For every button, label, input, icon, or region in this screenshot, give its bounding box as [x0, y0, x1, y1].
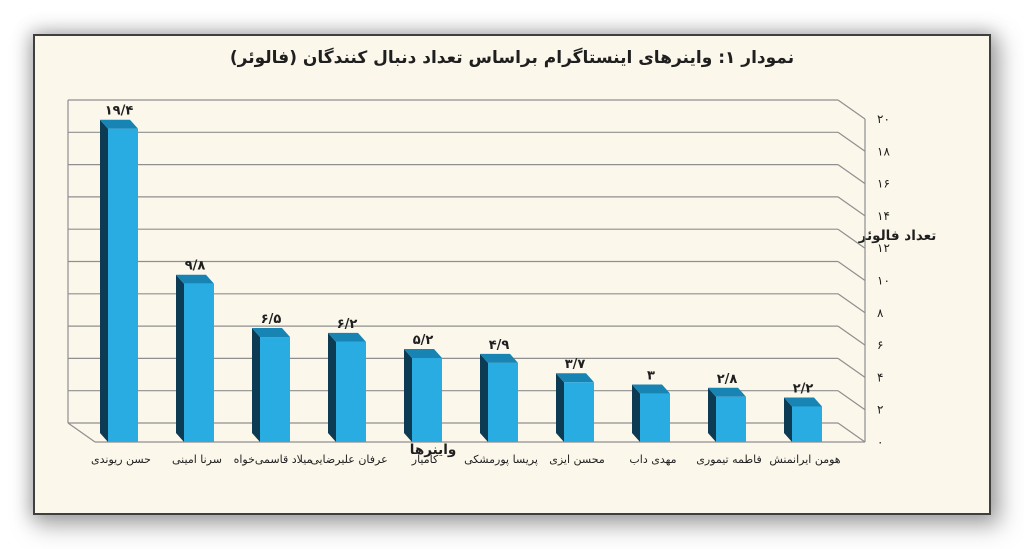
x-axis-title: واینرها [409, 442, 457, 458]
y-axis-title: تعداد فالوئر [858, 228, 937, 244]
chart-title: نمودار ۱: واینرهای اینستاگرام براساس تعد… [229, 48, 795, 68]
chart-frame: نمودار ۱: واینرهای اینستاگرام براساس تعد… [33, 34, 991, 515]
